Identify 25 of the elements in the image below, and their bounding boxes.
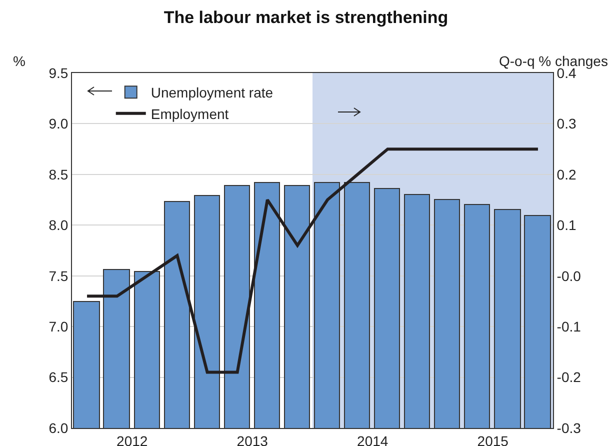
- y-tick-label: 6.0: [48, 420, 68, 436]
- y-tick-label: 9.0: [48, 116, 68, 132]
- y2-tick-label: -0.1: [556, 318, 582, 334]
- x-tick-label: 2015: [477, 432, 509, 446]
- y2-tick-label: 0.3: [556, 116, 576, 132]
- y-tick-label: 9.5: [48, 64, 68, 81]
- y-tick-label: 8.0: [48, 217, 68, 234]
- y2-tick-label: 0.2: [556, 166, 576, 182]
- y-tick-label: 6.5: [48, 369, 68, 386]
- x-tick-label: 2013: [236, 432, 268, 446]
- y2-tick-label: 0.1: [556, 217, 576, 234]
- x-tick-label: 2012: [116, 432, 148, 446]
- y-axis-title: %: [13, 53, 26, 69]
- line-series: [86, 148, 540, 374]
- y-tick-label: 8.5: [48, 166, 68, 182]
- y2-axis-title: Q-o-q % changes: [499, 53, 608, 69]
- legend-label: Employment: [150, 106, 229, 122]
- y2-tick-label: -0.2: [556, 369, 582, 386]
- y2-tick-label: -0.3: [556, 420, 582, 436]
- chart-title: The labour market is strengthening: [164, 8, 448, 28]
- x-tick-label: 2014: [357, 432, 388, 446]
- y-tick-label: 7.0: [48, 318, 68, 334]
- y-tick-label: 7.5: [48, 268, 68, 284]
- y2-tick-label: -0.0: [556, 268, 582, 284]
- legend-label: Unemployment rate: [150, 84, 274, 101]
